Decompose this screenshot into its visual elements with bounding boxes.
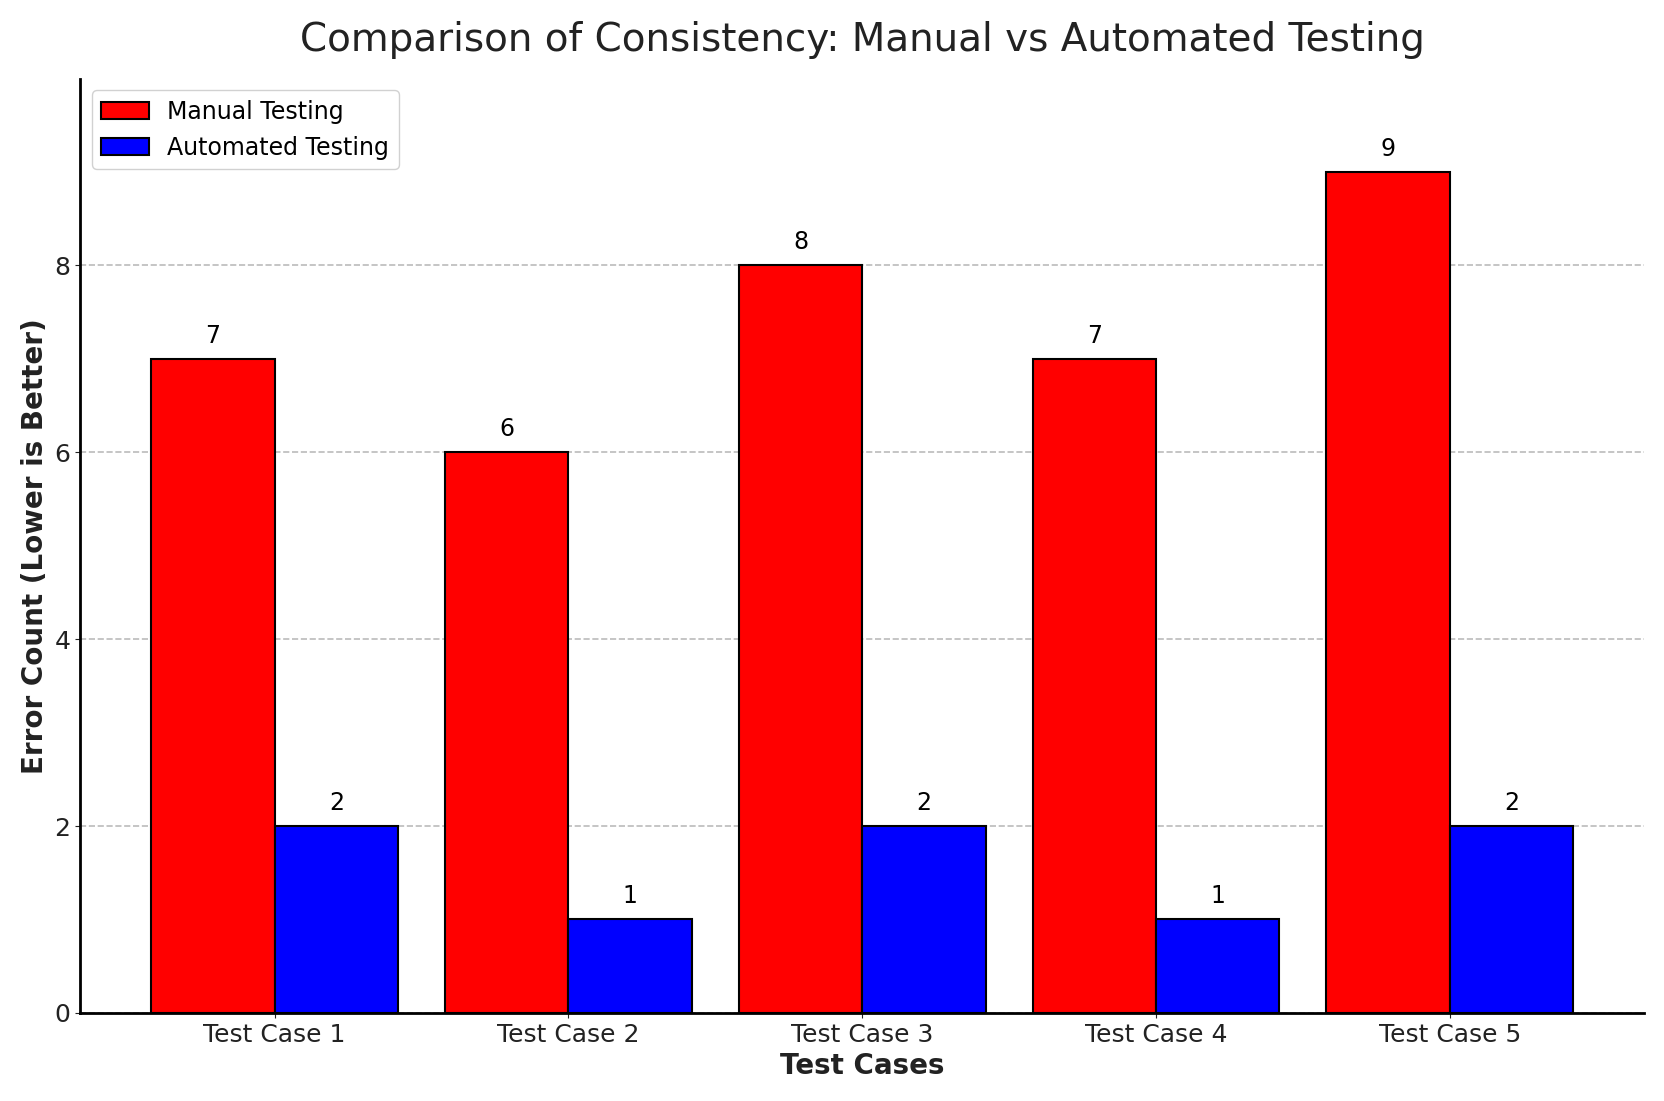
- Bar: [444, 453, 567, 1013]
- Bar: [739, 265, 862, 1013]
- Bar: [1032, 359, 1155, 1013]
- Bar: [1449, 826, 1572, 1013]
- Text: 2: 2: [328, 791, 343, 815]
- Bar: [275, 826, 398, 1013]
- Text: 9: 9: [1379, 137, 1394, 161]
- Legend: Manual Testing, Automated Testing: Manual Testing, Automated Testing: [92, 90, 399, 170]
- Bar: [567, 919, 691, 1013]
- Text: 2: 2: [915, 791, 930, 815]
- Text: 7: 7: [1087, 324, 1102, 348]
- Bar: [862, 826, 985, 1013]
- Text: 2: 2: [1503, 791, 1518, 815]
- Title: Comparison of Consistency: Manual vs Automated Testing: Comparison of Consistency: Manual vs Aut…: [300, 21, 1424, 58]
- Text: 8: 8: [792, 230, 807, 254]
- X-axis label: Test Cases: Test Cases: [779, 1053, 943, 1080]
- Text: 6: 6: [499, 417, 514, 442]
- Y-axis label: Error Count (Lower is Better): Error Count (Lower is Better): [22, 318, 48, 774]
- Text: 1: 1: [1210, 884, 1225, 908]
- Text: 7: 7: [205, 324, 220, 348]
- Bar: [1326, 172, 1449, 1013]
- Bar: [1155, 919, 1278, 1013]
- Text: 1: 1: [622, 884, 637, 908]
- Bar: [151, 359, 275, 1013]
